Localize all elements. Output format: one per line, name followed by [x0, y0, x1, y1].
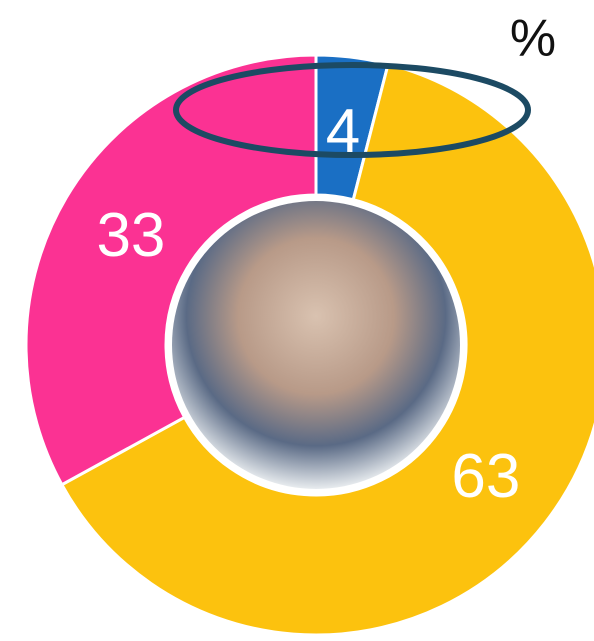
highlight-ellipse	[173, 62, 531, 158]
portrait-photo	[172, 201, 460, 489]
value-label: 33	[96, 201, 165, 270]
value-label: 63	[451, 442, 520, 511]
unit-label: %	[510, 10, 556, 68]
donut	[24, 53, 594, 637]
